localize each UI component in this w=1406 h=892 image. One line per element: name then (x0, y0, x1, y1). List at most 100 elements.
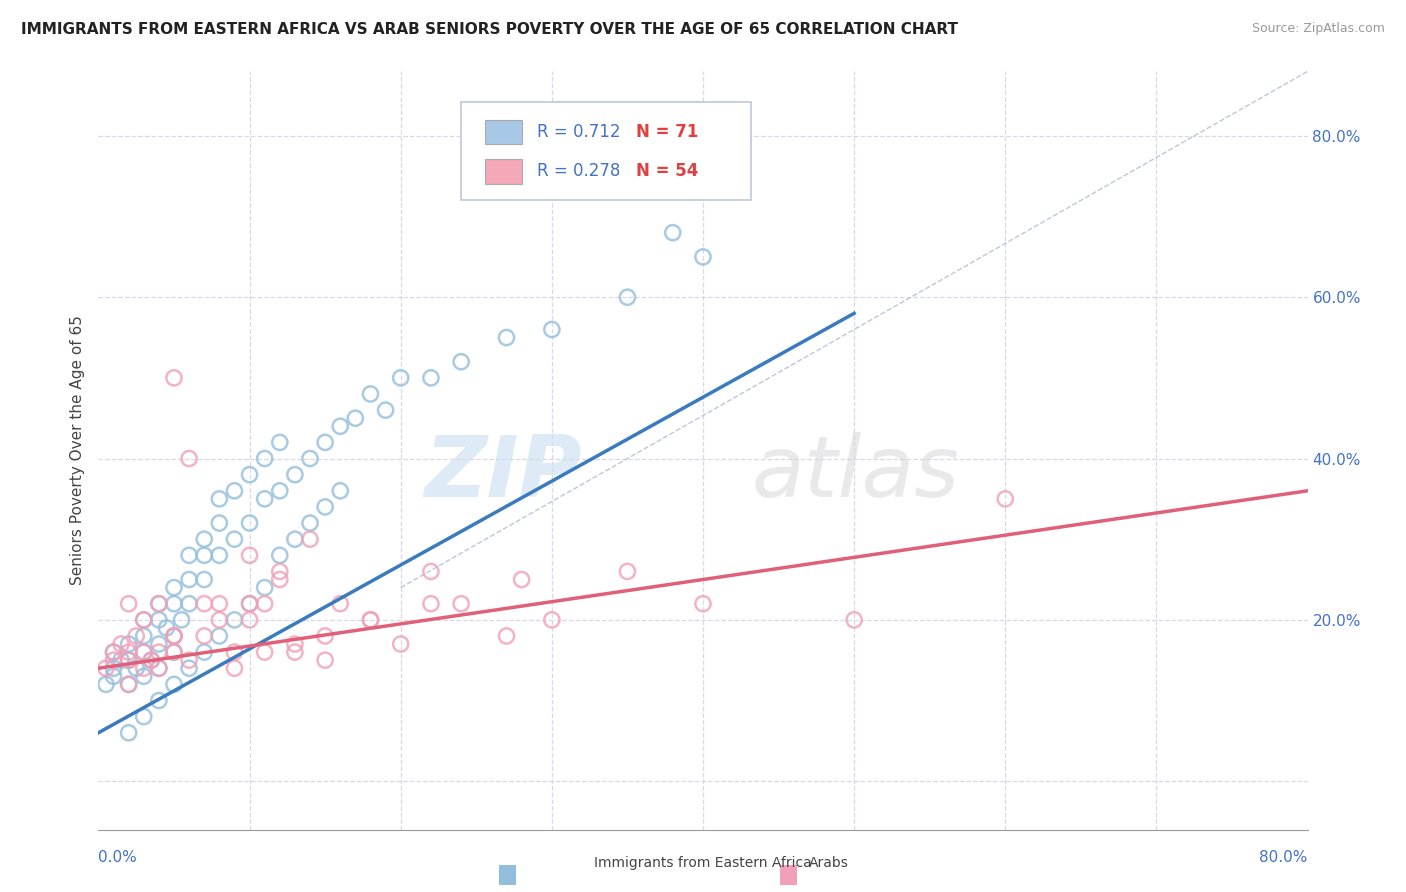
Point (495, 629, 517, 643)
Point (179, 661, 201, 675)
FancyBboxPatch shape (461, 102, 751, 201)
Text: Source: ZipAtlas.com: Source: ZipAtlas.com (1251, 22, 1385, 36)
Y-axis label: Seniors Poverty Over the Age of 65: Seniors Poverty Over the Age of 65 (69, 316, 84, 585)
Point (284, 645, 307, 659)
Point (224, 483, 246, 498)
Text: ZIP: ZIP (425, 432, 582, 515)
Point (148, 597, 170, 611)
Point (239, 516, 262, 530)
Point (163, 629, 186, 643)
Point (299, 451, 322, 466)
Text: N = 71: N = 71 (637, 123, 699, 141)
Text: Immigrants from Eastern Africa: Immigrants from Eastern Africa (595, 855, 811, 870)
Point (132, 629, 155, 643)
Point (193, 629, 215, 643)
Point (118, 653, 141, 667)
Point (155, 621, 177, 635)
Point (208, 491, 231, 506)
Point (450, 355, 472, 369)
Point (450, 597, 472, 611)
Point (239, 597, 262, 611)
Point (314, 435, 336, 450)
Point (132, 669, 155, 683)
Point (239, 597, 262, 611)
Point (179, 573, 201, 587)
Point (420, 565, 443, 579)
Point (148, 661, 170, 675)
Point (360, 613, 382, 627)
Point (148, 661, 170, 675)
Point (103, 645, 125, 659)
Point (208, 597, 231, 611)
Text: Arabs: Arabs (808, 855, 848, 870)
Point (132, 613, 155, 627)
Point (103, 661, 125, 675)
Point (374, 403, 396, 417)
Point (163, 629, 186, 643)
Point (163, 677, 186, 691)
Point (344, 411, 367, 425)
Point (163, 629, 186, 643)
Point (269, 573, 291, 587)
Point (170, 613, 193, 627)
Point (141, 653, 163, 667)
Text: IMMIGRANTS FROM EASTERN AFRICA VS ARAB SENIORS POVERTY OVER THE AGE OF 65 CORREL: IMMIGRANTS FROM EASTERN AFRICA VS ARAB S… (21, 22, 957, 37)
Point (163, 645, 186, 659)
Point (179, 597, 201, 611)
Point (148, 645, 170, 659)
Point (179, 653, 201, 667)
Point (239, 613, 262, 627)
Point (389, 637, 412, 651)
Point (125, 661, 148, 675)
Point (224, 661, 246, 675)
Point (103, 669, 125, 683)
Point (132, 645, 155, 659)
Point (110, 653, 132, 667)
Point (110, 637, 132, 651)
Point (239, 549, 262, 563)
Point (360, 613, 382, 627)
Point (179, 451, 201, 466)
Point (163, 597, 186, 611)
Point (118, 637, 141, 651)
Point (360, 387, 382, 401)
Point (692, 250, 714, 264)
Point (132, 709, 155, 723)
Point (329, 597, 352, 611)
Point (179, 549, 201, 563)
Point (141, 653, 163, 667)
Point (329, 483, 352, 498)
Point (510, 573, 533, 587)
Point (540, 613, 562, 627)
Point (269, 483, 291, 498)
Point (163, 645, 186, 659)
Point (163, 371, 186, 385)
Point (193, 573, 215, 587)
Point (616, 290, 638, 304)
Point (269, 565, 291, 579)
Point (314, 653, 336, 667)
Point (299, 532, 322, 546)
FancyBboxPatch shape (485, 120, 522, 145)
Point (193, 645, 215, 659)
Point (269, 549, 291, 563)
Point (148, 693, 170, 707)
Point (208, 549, 231, 563)
Point (132, 661, 155, 675)
Point (208, 516, 231, 530)
Point (239, 467, 262, 482)
Point (616, 565, 638, 579)
Point (284, 637, 307, 651)
Point (329, 419, 352, 434)
Point (224, 645, 246, 659)
Point (193, 597, 215, 611)
Point (118, 677, 141, 691)
Point (118, 725, 141, 739)
Point (253, 597, 276, 611)
Point (103, 653, 125, 667)
Point (540, 322, 562, 336)
Text: 0.0%: 0.0% (98, 850, 138, 864)
Point (94, 677, 117, 691)
Point (253, 645, 276, 659)
Point (314, 500, 336, 514)
